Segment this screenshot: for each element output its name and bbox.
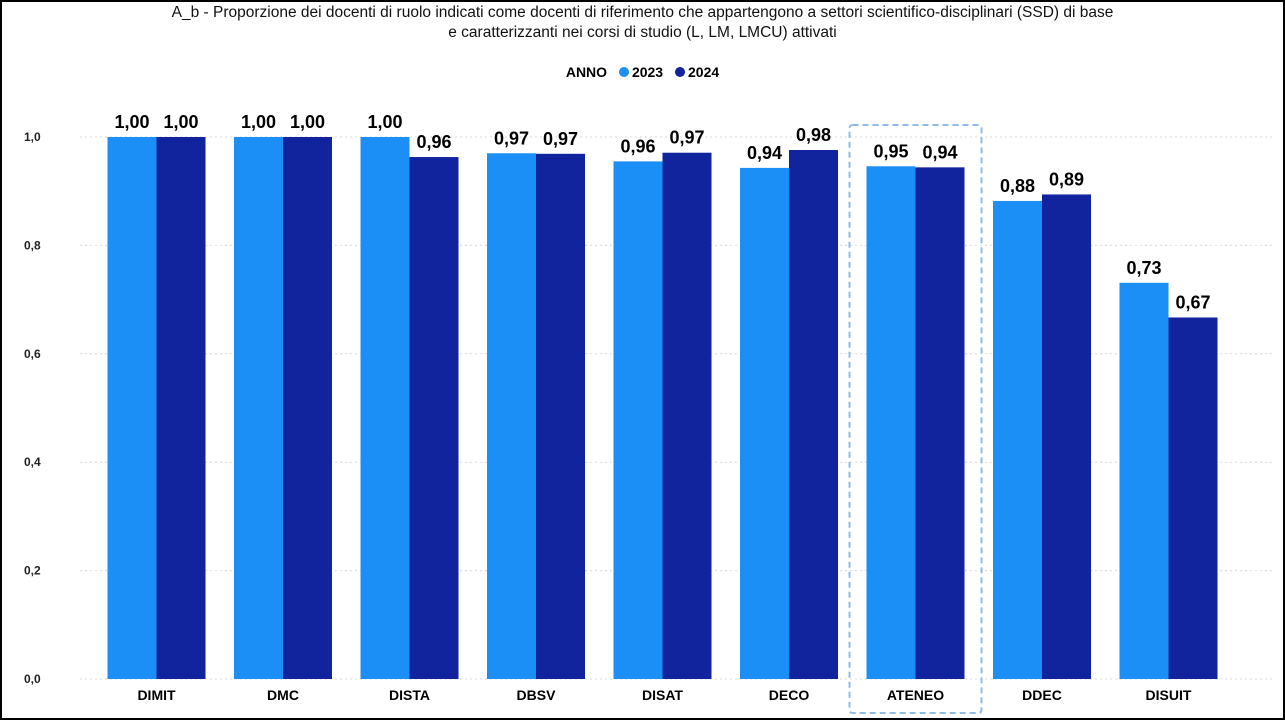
bar-dbsv-2023 <box>487 153 536 679</box>
data-label-dista-2024: 0,96 <box>416 132 451 152</box>
bar-disat-2023 <box>613 161 663 679</box>
bar-dbsv-2024 <box>536 153 585 679</box>
bar-ateneo-2024 <box>915 167 965 680</box>
y-tick-label: 0,4 <box>24 455 41 469</box>
x-tick-label-dmc: DMC <box>267 687 299 703</box>
bar-dmc-2024 <box>283 137 332 679</box>
data-label-ateneo-2024: 0,94 <box>922 142 957 162</box>
x-tick-label-ateneo: ATENEO <box>887 687 944 703</box>
data-label-disat-2023: 0,96 <box>620 136 655 156</box>
legend: ANNO 2023 2024 <box>0 63 1285 81</box>
data-label-disuit-2024: 0,67 <box>1175 292 1210 312</box>
data-label-dbsv-2024: 0,97 <box>543 129 578 149</box>
title-line-2: e caratterizzanti nei corsi di studio (L… <box>448 24 837 41</box>
legend-dot-2024 <box>675 67 685 77</box>
bar-ddec-2024 <box>1042 194 1091 679</box>
y-tick-label: 1,0 <box>24 130 41 144</box>
bar-ddec-2023 <box>993 200 1042 679</box>
data-label-dimit-2024: 1,00 <box>163 112 198 132</box>
x-tick-label-dista: DISTA <box>389 687 430 703</box>
data-label-dista-2023: 1,00 <box>367 112 402 132</box>
bar-disuit-2024 <box>1168 317 1218 679</box>
data-label-ddec-2023: 0,88 <box>1000 176 1035 196</box>
bar-dmc-2023 <box>234 137 283 679</box>
bar-dimit-2023 <box>107 137 157 679</box>
data-label-ddec-2024: 0,89 <box>1049 169 1084 189</box>
y-tick-label: 0,2 <box>24 564 41 578</box>
y-tick-label: 0,6 <box>24 347 41 361</box>
x-tick-label-ddec: DDEC <box>1022 687 1062 703</box>
y-tick-label: 0,0 <box>24 672 41 686</box>
data-label-deco-2024: 0,98 <box>796 125 831 145</box>
x-tick-label-dimit: DIMIT <box>137 687 176 703</box>
bar-disuit-2023 <box>1119 282 1169 679</box>
bar-disat-2024 <box>662 152 712 679</box>
data-label-dmc-2023: 1,00 <box>241 112 276 132</box>
bar-dista-2024 <box>409 157 459 679</box>
x-tick-label-dbsv: DBSV <box>517 687 557 703</box>
data-label-dmc-2024: 1,00 <box>290 112 325 132</box>
bar-dimit-2024 <box>156 137 206 679</box>
y-tick-label: 0,8 <box>24 238 41 252</box>
title-line-1: A_b - Proporzione dei docenti di ruolo i… <box>171 4 1114 21</box>
data-label-disuit-2023: 0,73 <box>1126 258 1161 278</box>
data-label-disat-2024: 0,97 <box>669 128 704 148</box>
legend-label-2024: 2024 <box>688 64 720 80</box>
x-tick-label-disuit: DISUIT <box>1146 687 1192 703</box>
legend-title: ANNO <box>565 64 608 80</box>
data-label-dbsv-2023: 0,97 <box>494 128 529 148</box>
x-tick-label-disat: DISAT <box>642 687 683 703</box>
highlight-box <box>848 124 983 714</box>
chart-title: A_b - Proporzione dei docenti di ruolo i… <box>8 3 1277 43</box>
data-label-ateneo-2023: 0,95 <box>873 141 908 161</box>
x-tick-label-deco: DECO <box>769 687 810 703</box>
bar-ateneo-2023 <box>866 166 916 679</box>
bar-deco-2023 <box>740 167 789 680</box>
data-label-deco-2023: 0,94 <box>747 143 782 163</box>
legend-label-2023: 2023 <box>631 64 664 80</box>
bar-dista-2023 <box>360 137 410 679</box>
bar-deco-2024 <box>789 150 838 679</box>
data-label-dimit-2023: 1,00 <box>114 112 149 132</box>
legend-dot-2023 <box>618 67 629 77</box>
